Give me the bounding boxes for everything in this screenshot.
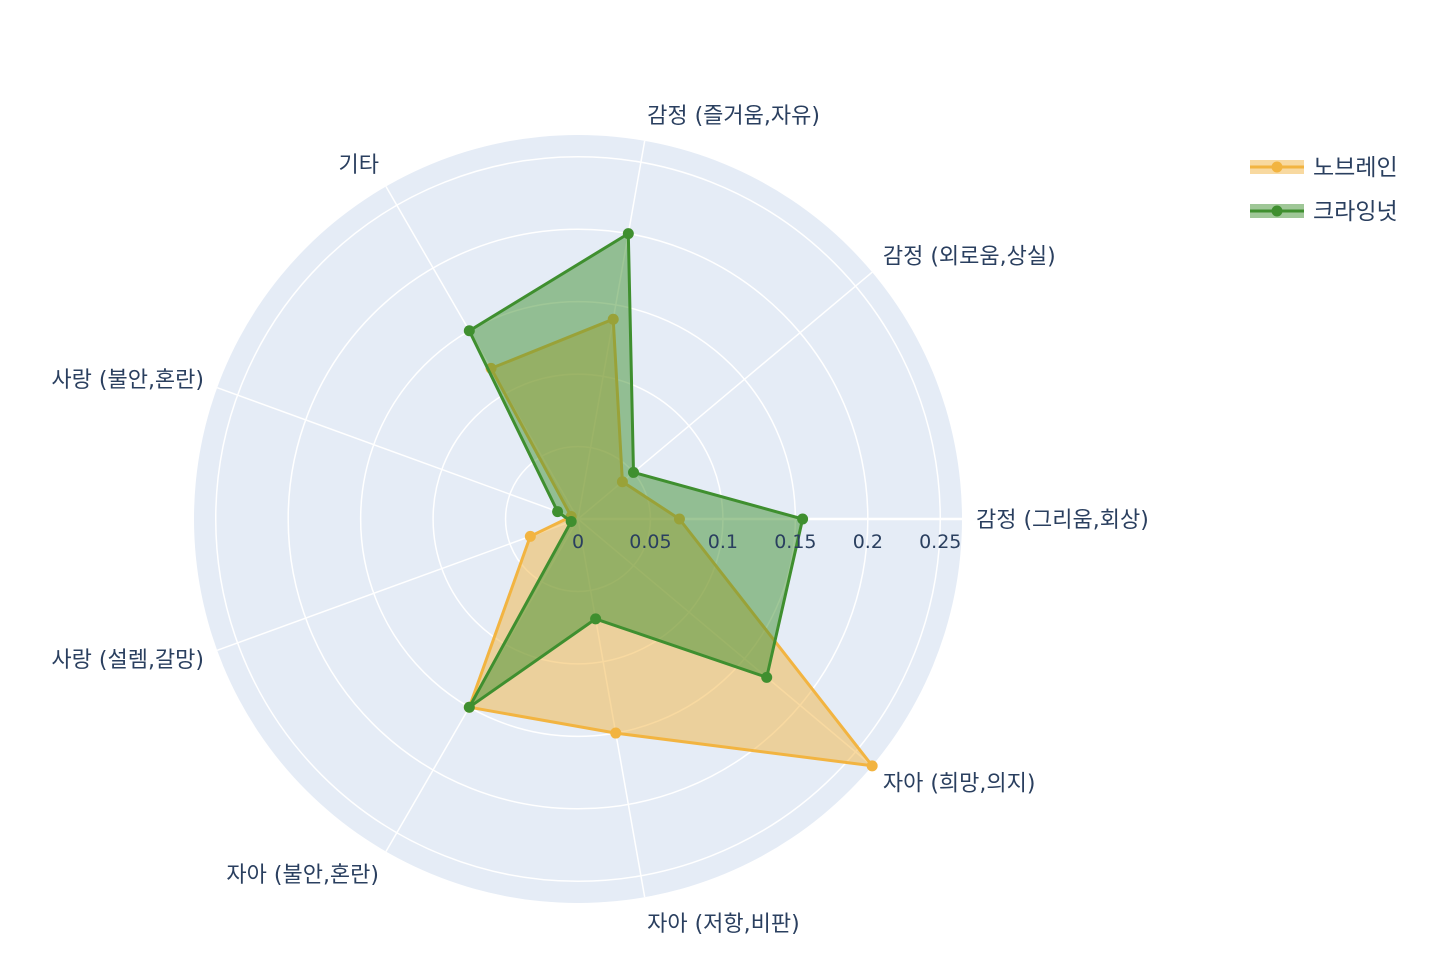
legend-marker — [1271, 161, 1283, 173]
series-point[interactable] — [524, 530, 536, 542]
series-point[interactable] — [590, 613, 602, 625]
grid-spoke — [216, 386, 579, 520]
angular-axis-label: 자아 (저항,비판) — [647, 912, 800, 937]
series-point[interactable] — [565, 515, 577, 527]
legend-marker — [1271, 205, 1283, 217]
angular-axis-label: 감정 (외로움,상실) — [883, 244, 1056, 269]
radial-tick-labels: 0 0.05 0.1 0.15 0.2 0.25 — [572, 531, 961, 553]
series-point[interactable] — [866, 760, 878, 772]
series-point[interactable] — [622, 228, 634, 240]
radial-tick-label: 0.25 — [919, 531, 961, 553]
series-point[interactable] — [463, 325, 475, 337]
angular-axis-label: 감정 (그리움,회상) — [976, 508, 1149, 533]
series-point[interactable] — [552, 506, 564, 518]
legend-label: 크라잉넛 — [1313, 199, 1398, 225]
legend-item[interactable]: 노브레인 — [1250, 155, 1398, 181]
series-point[interactable] — [797, 513, 809, 525]
radial-tick-label: 0.05 — [629, 531, 671, 553]
series-point[interactable] — [761, 671, 773, 683]
radial-tick-label: 0.15 — [774, 531, 816, 553]
legend-item[interactable]: 크라잉넛 — [1250, 199, 1398, 225]
legend-label: 노브레인 — [1313, 155, 1398, 181]
angular-axis-label: 자아 (불안,혼란) — [226, 863, 379, 888]
radial-tick-label: 0 — [572, 531, 584, 553]
radial-tick-label: 0.2 — [853, 531, 883, 553]
series-point[interactable] — [610, 727, 622, 739]
angular-axis-label: 사랑 (설렘,갈망) — [51, 648, 204, 673]
angular-axis-label: 사랑 (불안,혼란) — [51, 368, 204, 393]
radial-tick-label: 0.1 — [708, 531, 738, 553]
series-2 — [463, 228, 809, 713]
series-point[interactable] — [463, 701, 475, 713]
series-layer — [463, 228, 878, 772]
series-point[interactable] — [628, 466, 640, 478]
angular-axis-label: 기타 — [339, 153, 379, 178]
series-area — [467, 232, 805, 709]
grid-spoke — [216, 518, 579, 652]
angular-axis-label: 자아 (희망,의지) — [883, 772, 1036, 797]
angular-axis-label: 감정 (즐거움,자유) — [647, 104, 820, 129]
